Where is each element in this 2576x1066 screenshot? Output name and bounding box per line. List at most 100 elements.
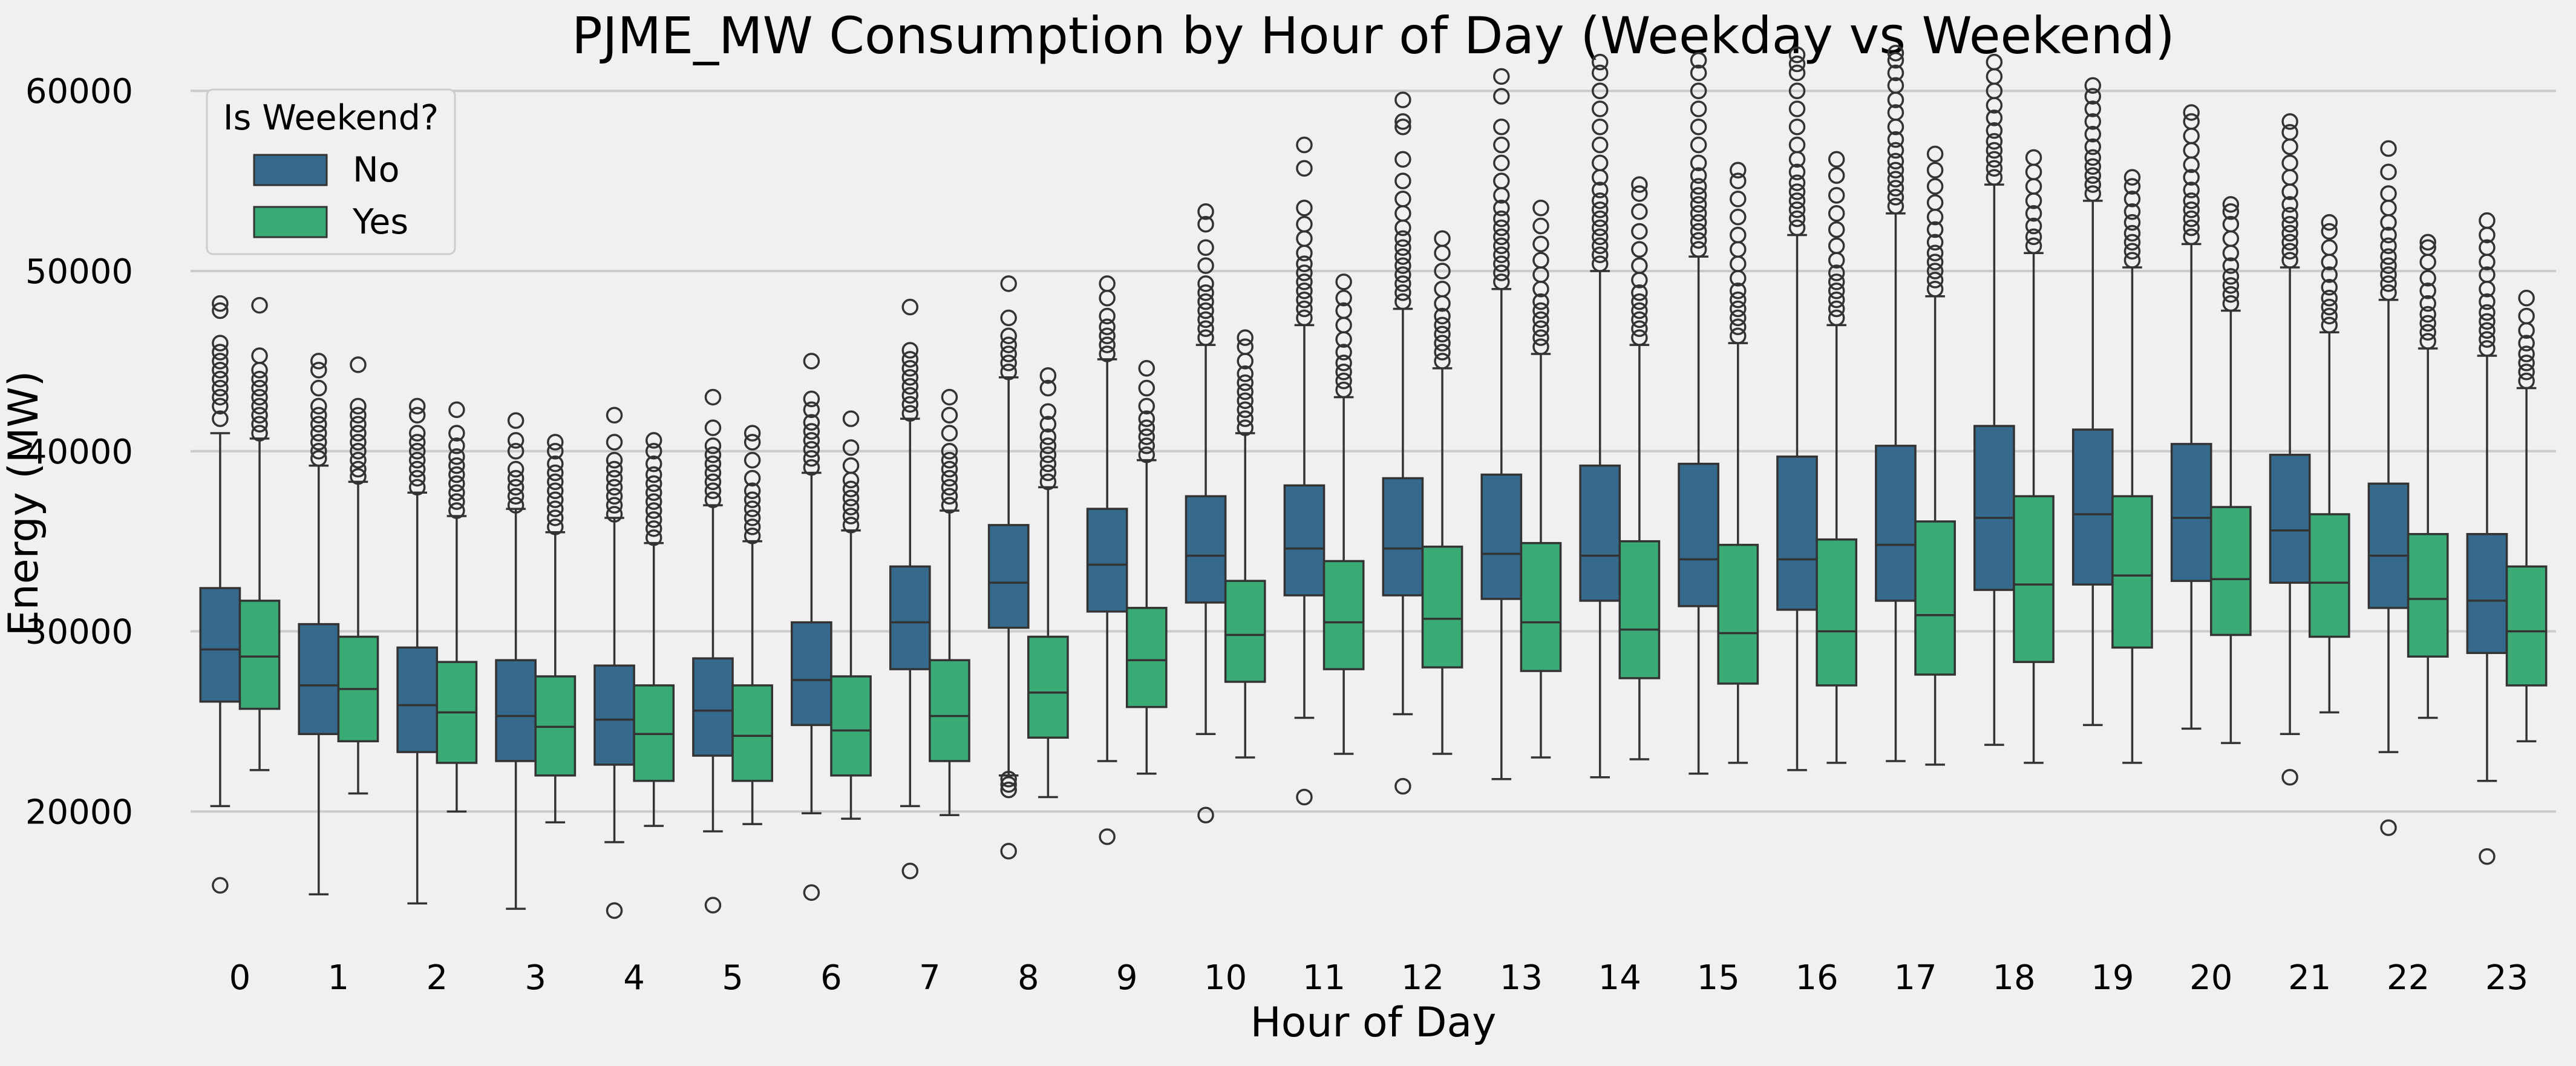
- outlier-point: [1493, 210, 1510, 227]
- outlier-point: [1730, 318, 1747, 336]
- outlier-point: [645, 511, 662, 528]
- outlier-point: [1591, 219, 1609, 237]
- outlier-point: [1335, 344, 1352, 361]
- box-yes-hour-0: [238, 296, 281, 771]
- outlier-point: [1296, 255, 1313, 272]
- outlier-point: [1039, 416, 1057, 433]
- outlier-point: [1099, 345, 1116, 362]
- outlier-point: [1099, 275, 1116, 292]
- outlier-point: [1631, 329, 1648, 346]
- outlier-point: [1986, 142, 2003, 159]
- outlier-point: [507, 488, 525, 505]
- outlier-point: [744, 518, 761, 535]
- box-iqr: [1224, 580, 1266, 683]
- outlier-point: [350, 468, 367, 485]
- outlier-point: [212, 362, 229, 379]
- outlier-point: [1237, 410, 1254, 427]
- outlier-point: [507, 412, 525, 429]
- outlier-point: [2183, 181, 2200, 198]
- outlier-point: [408, 451, 426, 469]
- outlier-point: [212, 344, 229, 361]
- outlier-point: [1532, 200, 1549, 217]
- box-yes-hour-8: [1027, 367, 1069, 799]
- outlier-point: [251, 296, 268, 314]
- outlier-point: [1394, 284, 1411, 301]
- outlier-point: [744, 451, 761, 469]
- outlier-point: [2518, 364, 2535, 381]
- outlier-point: [350, 407, 367, 423]
- outlier-point: [1926, 263, 1944, 280]
- outlier-point: [1039, 464, 1057, 482]
- outlier-point: [1039, 437, 1057, 454]
- outlier-point: [704, 897, 722, 914]
- outlier-point: [2281, 196, 2298, 213]
- outlier-point: [2321, 239, 2338, 257]
- outlier-point: [212, 388, 229, 406]
- outlier-point: [2380, 248, 2397, 265]
- outlier-point: [310, 425, 327, 442]
- outlier-point: [2123, 243, 2141, 260]
- outlier-point: [1394, 248, 1411, 265]
- outlier-point: [251, 388, 268, 406]
- outlier-point: [1926, 244, 1944, 261]
- outlier-point: [1493, 273, 1510, 290]
- outlier-point: [1434, 281, 1451, 298]
- outlier-point: [507, 469, 525, 487]
- outlier-point: [2025, 228, 2042, 246]
- box-no-hour-14: [1579, 53, 1621, 779]
- outlier-point: [1690, 232, 1707, 249]
- outlier-point: [1335, 364, 1352, 381]
- box-yes-hour-3: [534, 434, 577, 823]
- legend: Is Weekend? No Yes: [206, 88, 456, 255]
- outlier-point: [1591, 136, 1609, 154]
- box-iqr: [298, 623, 340, 736]
- outlier-point: [1631, 241, 1648, 258]
- outlier-point: [1493, 219, 1510, 237]
- box-iqr: [1678, 462, 1719, 607]
- outlier-point: [941, 469, 958, 487]
- outlier-point: [2518, 355, 2535, 371]
- outlier-point: [448, 401, 465, 419]
- outlier-point: [2183, 169, 2200, 186]
- box-iqr: [2071, 428, 2114, 586]
- outlier-point: [1730, 300, 1747, 318]
- outlier-point: [1434, 230, 1451, 247]
- outlier-point: [310, 379, 327, 397]
- outlier-point: [645, 466, 662, 483]
- outlier-point: [2380, 819, 2397, 836]
- outlier-point: [1138, 428, 1156, 445]
- outlier-point: [2518, 289, 2535, 307]
- outlier-point: [408, 469, 426, 487]
- outlier-point: [744, 491, 761, 508]
- outlier-point: [2222, 257, 2240, 274]
- box-iqr: [1816, 538, 1858, 687]
- outlier-point: [842, 410, 860, 427]
- y-tick-label: 30000: [25, 613, 133, 652]
- outlier-point: [606, 451, 623, 469]
- box-iqr: [2013, 495, 2055, 663]
- outlier-point: [1296, 136, 1313, 154]
- box-iqr: [987, 524, 1030, 629]
- outlier-point: [1197, 239, 1214, 257]
- outlier-point: [1631, 293, 1648, 310]
- outlier-point: [744, 469, 761, 487]
- outlier-point: [1730, 172, 1747, 189]
- box-iqr: [830, 675, 872, 777]
- box-iqr: [1914, 520, 1956, 676]
- outlier-point: [1631, 257, 1648, 274]
- box-yes-hour-23: [2505, 289, 2548, 742]
- outlier-point: [251, 425, 268, 442]
- outlier-point: [2222, 196, 2240, 213]
- box-no-hour-5: [692, 388, 734, 914]
- outlier-point: [1138, 360, 1156, 377]
- outlier-point: [1926, 221, 1944, 238]
- outlier-point: [547, 443, 564, 460]
- outlier-point: [310, 443, 327, 460]
- outlier-point: [1926, 272, 1944, 289]
- outlier-point: [448, 425, 465, 442]
- box-yes-hour-5: [731, 425, 773, 825]
- outlier-point: [1197, 275, 1214, 292]
- box-yes-hour-10: [1224, 329, 1266, 759]
- outlier-point: [1493, 68, 1510, 85]
- x-tick-label: 3: [525, 958, 546, 998]
